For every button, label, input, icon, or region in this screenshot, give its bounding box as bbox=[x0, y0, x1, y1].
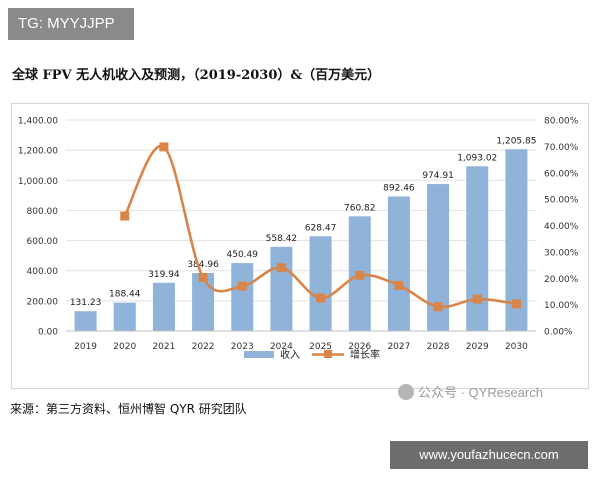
watermark-text: 公众号 · QYResearch bbox=[418, 385, 543, 400]
y-right-tick-label: 40.00% bbox=[544, 222, 579, 232]
y-left-tick-label: 400.00 bbox=[27, 267, 59, 277]
y-right-tick-label: 0.00% bbox=[544, 328, 573, 338]
y-right-tick-label: 50.00% bbox=[544, 196, 579, 206]
x-tick-label: 2029 bbox=[466, 342, 489, 352]
bar bbox=[466, 166, 489, 331]
chart-frame: 0.00 200.00 400.00 600.00 800.00 1,000.00 1,20… bbox=[11, 103, 589, 389]
growth-rate-point bbox=[198, 272, 208, 282]
bar-value-label: 628.47 bbox=[305, 223, 337, 233]
x-tick-label: 2023 bbox=[231, 342, 254, 352]
y-left-tick-label: 0.00 bbox=[38, 328, 58, 338]
y-right-tick-label: 70.00% bbox=[544, 143, 579, 153]
x-tick-label: 2028 bbox=[427, 342, 450, 352]
bar bbox=[74, 311, 97, 331]
bar bbox=[270, 246, 293, 331]
x-tick-label: 2020 bbox=[113, 342, 136, 352]
bar bbox=[192, 272, 215, 331]
y-left-tick-label: 1,000.00 bbox=[18, 177, 58, 187]
y-right-tick-label: 20.00% bbox=[544, 275, 579, 285]
x-tick-label: 2025 bbox=[309, 342, 332, 352]
bar-value-label: 558.42 bbox=[266, 234, 298, 244]
legend-label-growth: 增长率 bbox=[350, 348, 380, 361]
chart: 0.00 200.00 400.00 600.00 800.00 1,000.00 1,20… bbox=[18, 117, 579, 362]
x-tick-label: 2021 bbox=[152, 342, 175, 352]
growth-rate-point bbox=[159, 142, 169, 152]
y-left-tick-label: 600.00 bbox=[27, 237, 59, 247]
tg-badge: TG: MYYJJPP bbox=[8, 8, 134, 40]
legend-label-revenue: 收入 bbox=[280, 348, 300, 361]
x-tick-label: 2027 bbox=[387, 342, 410, 352]
watermark: 公众号 · QYResearch bbox=[398, 382, 543, 401]
growth-rate-point bbox=[355, 270, 365, 280]
growth-rate-point bbox=[316, 293, 326, 303]
bar bbox=[427, 184, 450, 331]
growth-rate-point bbox=[433, 302, 443, 312]
x-tick-label: 2030 bbox=[505, 342, 528, 352]
y-left-tick-label: 200.00 bbox=[27, 297, 59, 307]
growth-rate-point bbox=[237, 281, 247, 291]
y-right-tick-label: 60.00% bbox=[544, 169, 579, 179]
y-left-tick-label: 800.00 bbox=[27, 207, 59, 217]
bar-value-label: 131.23 bbox=[70, 298, 102, 308]
wechat-logo-icon bbox=[398, 384, 414, 400]
growth-rate-line bbox=[123, 144, 517, 309]
legend-bar-swatch bbox=[244, 351, 274, 358]
bar-value-label: 450.49 bbox=[227, 250, 259, 260]
source-note: 来源：第三方资料、恒州博智 QYR 研究团队 bbox=[10, 402, 247, 416]
y-right-tick-label: 80.00% bbox=[544, 117, 579, 127]
growth-rate-point bbox=[472, 294, 482, 304]
site-banner: www.youfazhucecn.com bbox=[390, 441, 588, 469]
bar-value-label: 384.96 bbox=[187, 260, 219, 270]
bar bbox=[113, 302, 136, 331]
growth-rate-point bbox=[394, 280, 404, 290]
bar bbox=[152, 282, 175, 331]
y-right-tick-label: 10.00% bbox=[544, 301, 579, 311]
bar bbox=[505, 149, 528, 331]
y-left-tick-label: 1,400.00 bbox=[18, 117, 58, 127]
x-tick-label: 2024 bbox=[270, 342, 293, 352]
bar bbox=[309, 236, 332, 331]
bar-value-label: 974.91 bbox=[422, 171, 454, 181]
chart-title: 全球 FPV 无人机收入及预测，（2019-2030）&（百万美元） bbox=[12, 68, 381, 83]
bar bbox=[231, 263, 254, 331]
y-left-tick-label: 1,200.00 bbox=[18, 147, 58, 157]
growth-rate-point bbox=[276, 263, 286, 273]
x-tick-label: 2022 bbox=[192, 342, 215, 352]
bar-value-label: 319.94 bbox=[148, 270, 180, 280]
bar-value-label: 1,205.85 bbox=[496, 136, 536, 146]
bar-value-label: 760.82 bbox=[344, 203, 376, 213]
growth-rate-point bbox=[120, 211, 130, 221]
bar-value-label: 1,093.02 bbox=[457, 153, 497, 163]
x-tick-label: 2026 bbox=[348, 342, 371, 352]
x-tick-label: 2019 bbox=[74, 342, 97, 352]
legend-line-marker bbox=[324, 350, 332, 358]
bar-value-label: 892.46 bbox=[383, 183, 415, 193]
bar-value-label: 188.44 bbox=[109, 290, 141, 300]
bar bbox=[387, 196, 410, 331]
growth-rate-point bbox=[511, 299, 521, 309]
y-right-tick-label: 30.00% bbox=[544, 248, 579, 258]
